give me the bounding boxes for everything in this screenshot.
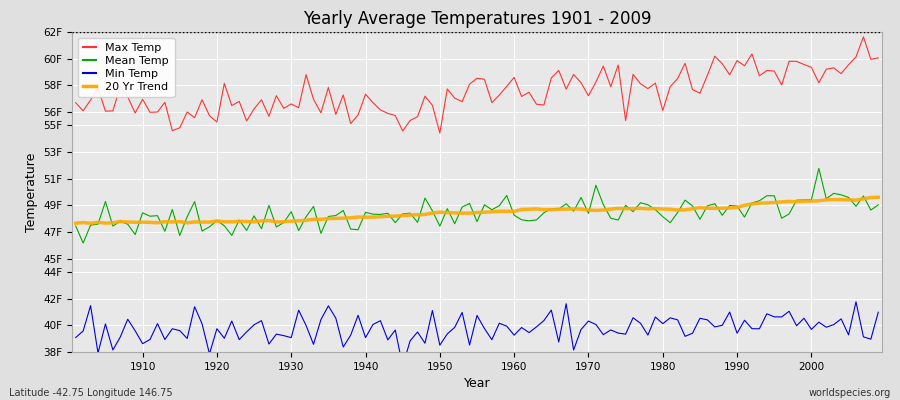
Legend: Max Temp, Mean Temp, Min Temp, 20 Yr Trend: Max Temp, Mean Temp, Min Temp, 20 Yr Tre… xyxy=(77,38,175,98)
Text: worldspecies.org: worldspecies.org xyxy=(809,388,891,398)
Text: Latitude -42.75 Longitude 146.75: Latitude -42.75 Longitude 146.75 xyxy=(9,388,173,398)
Title: Yearly Average Temperatures 1901 - 2009: Yearly Average Temperatures 1901 - 2009 xyxy=(302,10,652,28)
Y-axis label: Temperature: Temperature xyxy=(24,152,38,232)
X-axis label: Year: Year xyxy=(464,377,490,390)
